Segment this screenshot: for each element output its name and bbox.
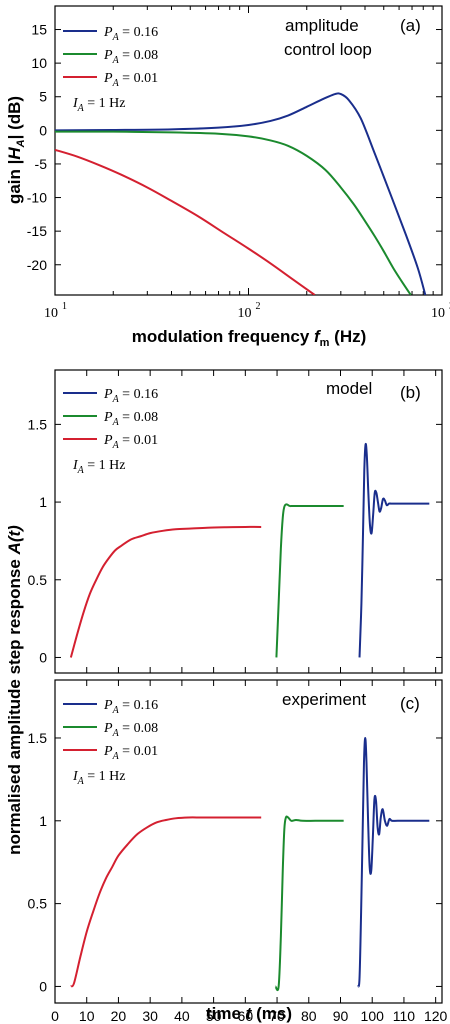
shared-y-axis-label: normalised amplitude step response A(t) xyxy=(5,525,24,855)
legend-a: PA = 0.16 PA = 0.08 PA = 0.01 IA = 1 Hz xyxy=(63,25,158,114)
x-tick-label: 10 xyxy=(79,1008,95,1024)
series-line-p-a-0-01 xyxy=(70,816,262,988)
series-c xyxy=(70,736,430,992)
series-line-p-a-0-01 xyxy=(69,525,262,658)
series-line-p-a-0-08 xyxy=(55,130,412,295)
y-tick-label: 5 xyxy=(39,89,47,105)
y-tick-label: 0 xyxy=(39,978,47,994)
legend-label-p001: PA = 0.01 xyxy=(103,71,158,89)
x-tick-label: 10 xyxy=(44,306,58,321)
x-tick-label: 120 xyxy=(424,1008,448,1024)
panel-label-c: (c) xyxy=(400,694,420,713)
y-tick-label: 0.5 xyxy=(28,572,48,588)
y-tick-label: 1 xyxy=(39,813,47,829)
x-axis-label-a: modulation frequency fm (Hz) xyxy=(132,327,367,349)
ticks-b: 0 0.5 1 1.5 xyxy=(28,370,442,673)
legend-label-p001: PA = 0.01 xyxy=(103,744,158,762)
x-tick-label: 110 xyxy=(393,1008,416,1024)
legend-note: IA = 1 Hz xyxy=(72,96,126,114)
x-tick-label: 90 xyxy=(333,1008,349,1024)
legend-label-p016: PA = 0.16 xyxy=(103,387,158,405)
x-tick-label: 10 xyxy=(238,306,252,321)
x-tick-label: 70 xyxy=(269,1008,285,1024)
y-tick-label: 0.5 xyxy=(28,896,48,912)
series-line-p-a-0-16 xyxy=(55,92,427,295)
legend-label-p008: PA = 0.08 xyxy=(103,410,158,428)
series-line-p-a-0-08 xyxy=(275,503,344,658)
x-tick-exponent: 2 xyxy=(256,301,261,312)
legend-label-p016: PA = 0.16 xyxy=(103,25,158,43)
y-tick-label: 1.5 xyxy=(28,416,48,432)
legend-label-p001: PA = 0.01 xyxy=(103,433,158,451)
x-tick-label: 60 xyxy=(238,1008,254,1024)
y-tick-label: -10 xyxy=(27,190,47,206)
legend-c: PA = 0.16 PA = 0.08 PA = 0.01 IA = 1 Hz xyxy=(63,698,158,787)
legend-b: PA = 0.16 PA = 0.08 PA = 0.01 IA = 1 Hz xyxy=(63,387,158,476)
legend-note: IA = 1 Hz xyxy=(72,458,126,476)
x-tick-label: 10 xyxy=(431,306,445,321)
annotation-model: model xyxy=(326,379,372,398)
x-tick-label: 100 xyxy=(361,1008,385,1024)
series-line-p-a-0-16 xyxy=(356,736,430,988)
legend-label-p016: PA = 0.16 xyxy=(103,698,158,716)
x-tick-label: 30 xyxy=(142,1008,158,1024)
x-tick-label: 0 xyxy=(51,1008,59,1024)
legend-note: IA = 1 Hz xyxy=(72,769,126,787)
series-line-p-a-0-16 xyxy=(358,442,430,658)
y-tick-label: -5 xyxy=(35,156,48,172)
y-tick-label: -15 xyxy=(27,223,47,239)
x-tick-label: 40 xyxy=(174,1008,190,1024)
y-axis-label-a: gain |HA| (dB) xyxy=(5,96,27,204)
panel-b: 0 0.5 1 1.5 PA = 0.16 PA = 0.08 PA = 0.01 I… xyxy=(28,369,443,674)
y-tick-label: 15 xyxy=(31,22,47,38)
series-a xyxy=(55,92,427,295)
panel-label-a: (a) xyxy=(400,16,421,35)
y-tick-label: 1.5 xyxy=(28,730,48,746)
y-tick-label: 10 xyxy=(31,55,47,71)
panel-c: 0 0.5 1 1.5 0 10 20 30 40 50 60 70 80 90 100 110 120 PA … xyxy=(28,679,448,1024)
x-tick-exponent: 1 xyxy=(62,301,67,312)
y-tick-label: 0 xyxy=(39,649,47,665)
y-tick-label: -20 xyxy=(27,257,47,273)
series-b xyxy=(69,442,430,658)
legend-label-p008: PA = 0.08 xyxy=(103,48,158,66)
series-line-p-a-0-01 xyxy=(55,148,316,295)
x-tick-label: 80 xyxy=(301,1008,317,1024)
ticks-c: 0 0.5 1 1.5 0 10 20 30 40 50 60 70 80 90 100 110 120 xyxy=(28,680,448,1024)
legend-label-p008: PA = 0.08 xyxy=(103,721,158,739)
panel-label-b: (b) xyxy=(400,383,421,402)
x-tick-label: 50 xyxy=(206,1008,222,1024)
annotation-experiment: experiment xyxy=(282,690,366,709)
annotation-line-2: control loop xyxy=(284,40,372,59)
annotation-line-1: amplitude xyxy=(285,16,359,35)
series-line-p-a-0-08 xyxy=(274,815,344,992)
plot-frame-c xyxy=(54,679,443,1004)
y-tick-label: 1 xyxy=(39,494,47,510)
y-tick-label: 0 xyxy=(39,122,47,138)
x-tick-label: 20 xyxy=(111,1008,127,1024)
plot-frame-b xyxy=(54,369,443,674)
x-axis-label-c: time t (ms) xyxy=(206,1004,292,1023)
